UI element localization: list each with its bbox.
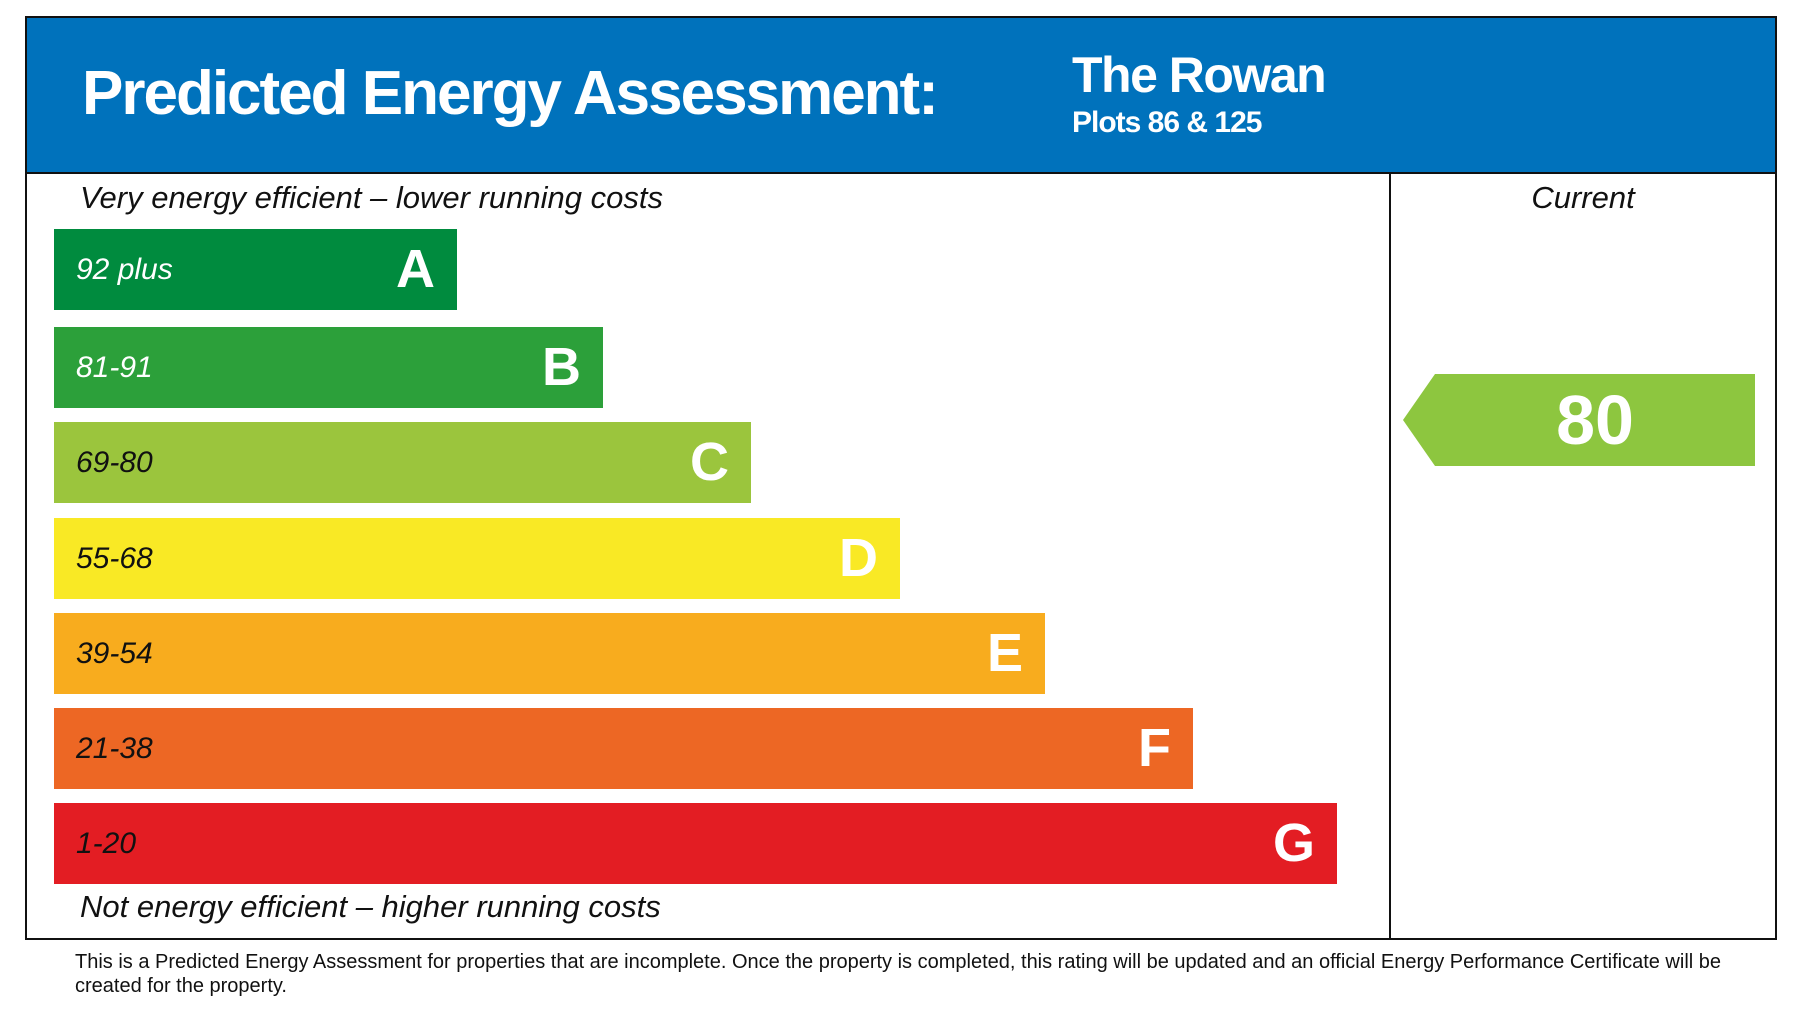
current-column-header: Current (1531, 180, 1635, 215)
band-bar-d: 55-68 D (54, 518, 900, 599)
band-range: 1-20 (76, 827, 137, 860)
band-letter: A (396, 239, 435, 299)
band-bar-c: 69-80 C (54, 422, 751, 503)
band-bar-b: 81-91 B (54, 327, 603, 408)
band-bar-a: 92 plus A (54, 229, 457, 310)
property-name: The Rowan (1072, 47, 1327, 103)
column-divider (1389, 174, 1391, 938)
arrow-shape (1403, 374, 1755, 466)
current-rating-value: 80 (1556, 381, 1634, 459)
bottom-efficiency-label: Not energy efficient – higher running co… (80, 889, 661, 924)
plots-label: Plots 86 & 125 (1072, 106, 1262, 139)
energy-rating-chart: Predicted Energy Assessment: The Rowan P… (25, 16, 1777, 940)
band-letter: E (986, 623, 1023, 683)
band-bar-f: 21-38 F (54, 708, 1193, 789)
top-efficiency-label: Very energy efficient – lower running co… (80, 180, 663, 215)
band-range: 55-68 (76, 542, 153, 575)
page-title: Predicted Energy Assessment: (82, 59, 939, 128)
band-letter: D (839, 528, 878, 588)
band-letter: C (690, 432, 729, 492)
band-range: 39-54 (76, 637, 153, 670)
header-banner: Predicted Energy Assessment: The Rowan P… (27, 18, 1775, 174)
band-letter: F (1138, 718, 1171, 778)
band-letter: B (542, 337, 581, 397)
band-range: 92 plus (76, 253, 173, 286)
band-bar-g: 1-20 G (54, 803, 1337, 884)
band-letter: G (1272, 813, 1315, 873)
band-range: 81-91 (76, 351, 153, 384)
band-bar-e: 39-54 E (54, 613, 1045, 694)
band-range: 21-38 (76, 732, 153, 765)
disclaimer-text: This is a Predicted Energy Assessment fo… (75, 951, 1722, 997)
current-rating-arrow: 80 (1403, 374, 1755, 466)
band-range: 69-80 (76, 446, 153, 479)
